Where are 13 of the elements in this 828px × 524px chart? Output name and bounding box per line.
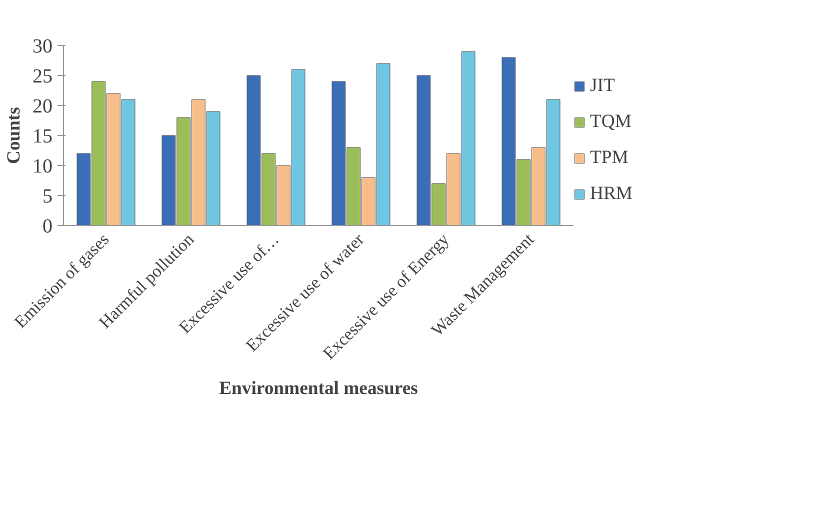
x-axis-title: Environmental measures	[219, 378, 418, 399]
y-tick-label: 10	[32, 156, 52, 178]
y-tick-label: 15	[32, 126, 52, 148]
y-tick-label: 5	[42, 186, 52, 208]
y-tick-label: 20	[32, 96, 52, 118]
legend-label: TQM	[590, 111, 632, 133]
y-axis-title: Counts	[4, 106, 24, 164]
legend-label: TPM	[590, 147, 628, 169]
legend-label: HRM	[590, 183, 633, 205]
y-tick-label: 0	[42, 216, 52, 238]
y-tick-label: 25	[32, 66, 52, 88]
y-tick-label: 30	[32, 36, 52, 58]
legend-label: JIT	[590, 75, 615, 97]
